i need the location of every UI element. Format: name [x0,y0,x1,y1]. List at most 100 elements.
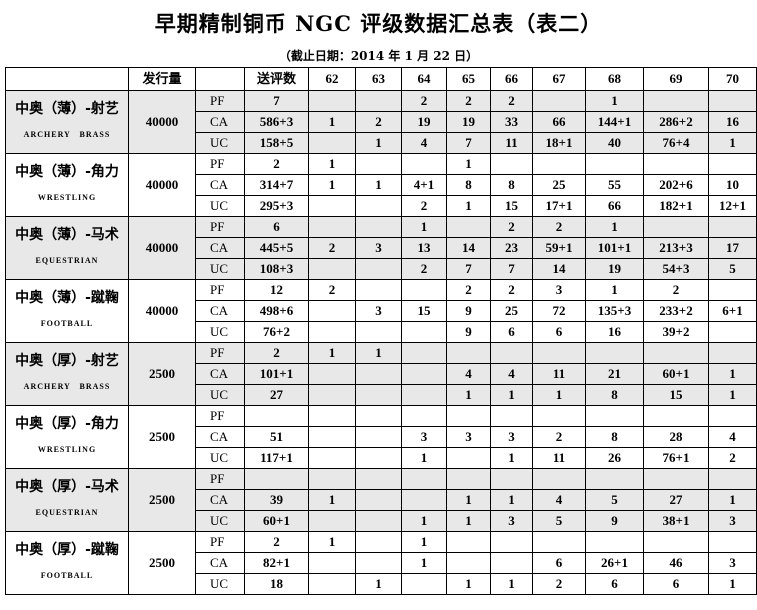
grade-count-cell [446,447,491,469]
coin-name-cell: 中奥（薄）-角力 WRESTLING [5,153,129,217]
grade-label: UC [195,258,245,280]
grade-count-cell [532,153,586,175]
grade-count-cell [708,90,757,112]
grade-count-cell: 182+1 [643,195,709,217]
column-header: 65 [446,67,491,91]
column-header: 68 [585,67,644,91]
grade-count-cell: 1 [490,573,533,595]
grade-count-cell: 2 [401,258,447,280]
grade-count-cell [490,531,533,553]
grade-count-cell: 2 [490,216,533,238]
grade-label: PF [195,531,245,553]
grade-label: CA [195,426,245,448]
coin-name: 中奥（厚）-蹴鞠 [15,542,119,558]
grade-count-cell: 38+1 [643,510,709,532]
grade-count-cell [532,468,586,490]
table-row: 中奥（薄）-马术 EQUESTRIAN 40000 PF 6 1 2 2 1 [5,216,757,280]
grade-count-cell [308,573,356,595]
grade-label: CA [195,111,245,133]
table-row: CA 314+7 1 1 4+1 8 8 25 55 202+6 10 [6,174,757,196]
grade-count-cell [308,405,356,427]
grade-count-cell: 7 [490,258,533,280]
grade-count-cell [355,363,402,385]
grade-label: CA [195,552,245,574]
grade-count-cell [308,216,356,238]
grade-count-cell: 6 [532,552,586,574]
coin-english-name: FOOTBALL [40,319,94,328]
grade-count-cell: 19 [401,111,447,133]
total-submitted: 586+3 [244,111,309,133]
grade-count-cell [532,531,586,553]
grade-label: CA [195,489,245,511]
grade-count-cell [401,573,447,595]
coin-name: 中奥（厚）-角力 [15,416,119,432]
total-submitted [244,468,309,490]
grade-count-cell: 4 [708,426,757,448]
grade-count-cell [355,552,402,574]
grade-count-cell [355,426,402,448]
grade-count-cell: 1 [446,489,491,511]
total-submitted: 445+5 [244,237,309,259]
grade-count-cell: 1 [355,174,402,196]
grade-count-cell: 59+1 [532,237,586,259]
grade-count-cell: 2 [401,195,447,217]
grade-count-cell [308,300,356,322]
table-row: 中奥（厚）-射艺 ARCHERY BRASS 2500 PF 2 1 1 [5,342,757,406]
grade-count-cell: 4 [490,363,533,385]
grade-label: UC [195,132,245,154]
grade-count-cell: 26+1 [585,552,644,574]
grade-count-cell: 2 [446,90,491,112]
grade-count-cell: 6+1 [708,300,757,322]
column-header: 送评数 [244,67,309,91]
grade-count-cell: 15 [401,300,447,322]
grade-label: UC [195,321,245,343]
grade-count-cell: 1 [401,531,447,553]
grade-count-cell: 2 [532,573,586,595]
grade-count-cell [585,153,644,175]
coin-english-name: ARCHERY BRASS [23,382,111,391]
grade-count-cell [643,153,709,175]
grade-count-cell: 1 [708,384,757,406]
issue-quantity: 40000 [128,153,196,217]
grade-count-cell: 54+3 [643,258,709,280]
column-header: 66 [490,67,533,91]
grade-count-cell: 72 [532,300,586,322]
page-subtitle: （截止日期：2014 年 1 月 22 日） [278,49,479,63]
grade-count-cell: 66 [532,111,586,133]
grade-count-cell: 19 [446,111,491,133]
grade-count-cell: 1 [401,552,447,574]
grade-count-cell [355,531,402,553]
grade-count-cell: 1 [708,132,757,154]
grade-count-cell: 1 [446,573,491,595]
grade-count-cell [401,489,447,511]
grade-count-cell: 1 [708,573,757,595]
grade-label: PF [195,405,245,427]
grade-count-cell [490,405,533,427]
total-submitted: 82+1 [244,552,309,574]
grade-count-cell [355,279,402,301]
grade-count-cell [355,216,402,238]
column-header: 67 [532,67,586,91]
grade-count-cell: 21 [585,363,644,385]
grade-count-cell: 1 [308,111,356,133]
issue-quantity: 40000 [128,216,196,280]
grade-count-cell [308,468,356,490]
coin-english-name: EQUESTRIAN [35,256,99,265]
grade-count-cell: 1 [708,489,757,511]
total-submitted: 60+1 [244,510,309,532]
grade-count-cell [585,468,644,490]
grade-count-cell: 2 [532,426,586,448]
grade-count-cell [708,321,757,343]
grade-count-cell [401,384,447,406]
total-submitted: 76+2 [244,321,309,343]
grade-count-cell: 1 [446,195,491,217]
grade-count-cell: 55 [585,174,644,196]
grade-count-cell [490,468,533,490]
table-row: UC 60+1 1 1 3 5 9 38+1 3 [6,510,757,532]
grade-count-cell [446,216,491,238]
grade-count-cell: 1 [355,573,402,595]
grade-count-cell: 7 [446,258,491,280]
grade-label: CA [195,237,245,259]
grade-count-cell: 1 [585,279,644,301]
grade-count-cell: 5 [585,489,644,511]
